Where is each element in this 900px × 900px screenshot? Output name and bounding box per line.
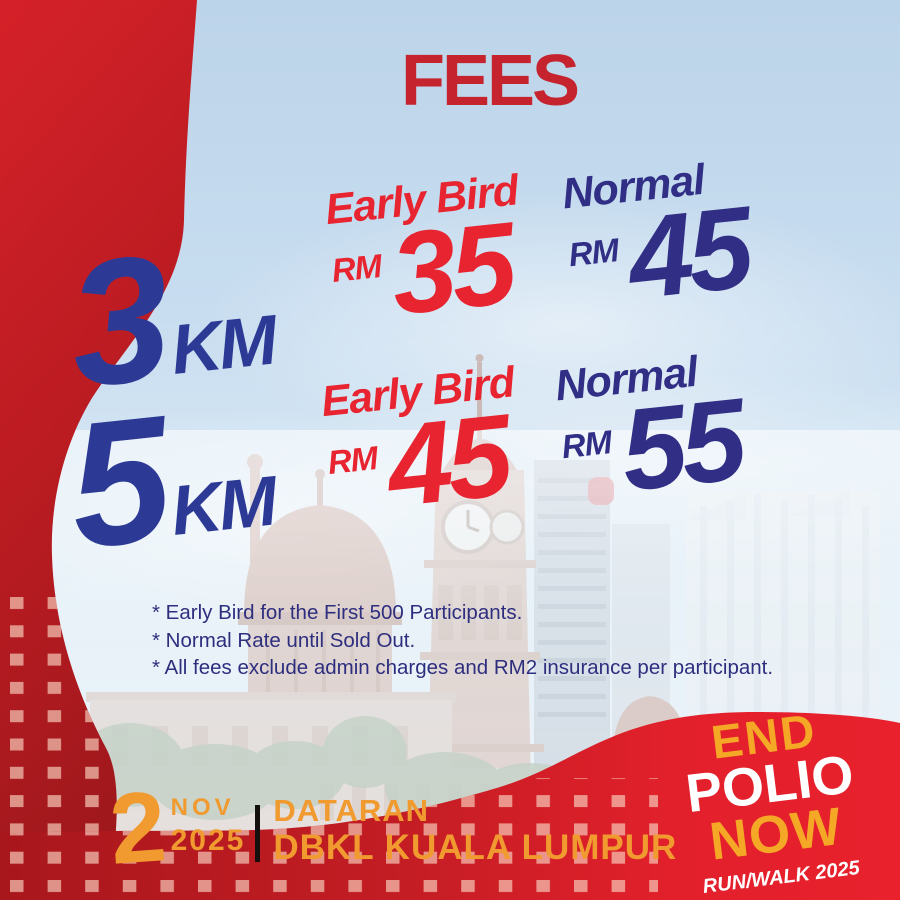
event-year: 2025 — [170, 824, 246, 857]
normal-price: 45 — [622, 181, 755, 324]
fee-3km-normal: Normal RM 45 — [560, 155, 755, 324]
distance-3km: 3 KM — [60, 217, 278, 425]
page-title: FEES — [401, 41, 580, 121]
event-day: 2 — [106, 770, 170, 886]
distance-3km-unit: KM — [167, 300, 278, 389]
distance-5km-number: 5 — [60, 378, 176, 586]
event-month-year: NOV 2025 — [171, 796, 246, 856]
fee-3km-early-bird: Early Bird RM 35 — [323, 166, 529, 340]
footnote-early-bird: * Early Bird for the First 500 Participa… — [152, 601, 523, 624]
normal-price: 55 — [615, 373, 748, 516]
currency-label: RM — [559, 423, 613, 466]
venue-line2: DBKL KUALA LUMPUR — [273, 828, 678, 867]
early-bird-price: 35 — [385, 197, 518, 340]
footnote-normal-rate: * Normal Rate until Sold Out. — [152, 628, 416, 652]
event-date-venue: 2 NOV 2025 DATARAN DBKL KUALA LUMPUR — [106, 770, 677, 886]
distance-3km-number: 3 — [60, 217, 176, 425]
fee-5km-early-bird: Early Bird RM 45 — [319, 358, 525, 532]
campaign-logo: END POLIO NOW RUN/WALK 2025 — [655, 702, 889, 900]
fee-5km-normal: Normal RM 55 — [553, 347, 748, 516]
event-month: NOV — [170, 794, 235, 821]
event-venue: DATARAN DBKL KUALA LUMPUR — [273, 795, 677, 865]
currency-label: RM — [325, 438, 379, 481]
early-bird-price: 45 — [381, 389, 514, 532]
footnotes: * Early Bird for the First 500 Participa… — [152, 599, 773, 682]
distance-5km: 5 KM — [60, 378, 278, 586]
currency-label: RM — [566, 231, 620, 274]
currency-label: RM — [329, 246, 383, 289]
venue-line1: DATARAN — [273, 793, 430, 828]
distance-5km-unit: KM — [167, 461, 278, 550]
vertical-divider — [255, 805, 261, 862]
footnote-admin-charges: * All fees exclude admin charges and RM2… — [152, 656, 774, 679]
